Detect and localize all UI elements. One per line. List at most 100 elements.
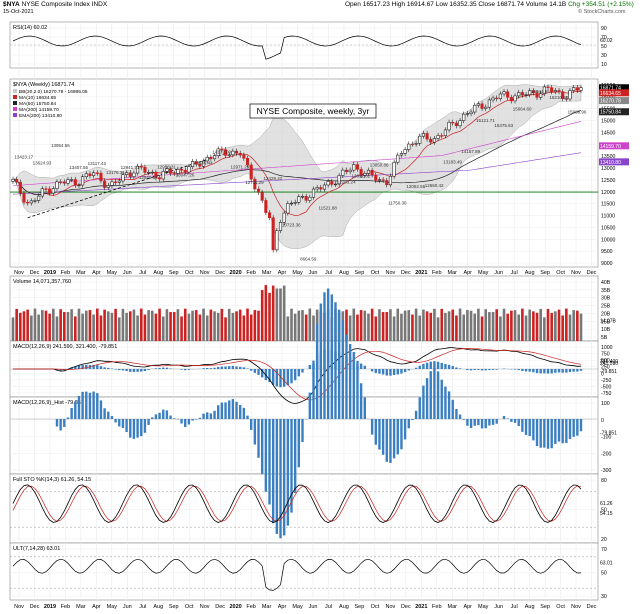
macd-histogram-bar xyxy=(99,366,103,369)
y-tick-label: 500 xyxy=(601,358,610,364)
volume-bar xyxy=(359,310,363,341)
y-tick-label: 90 xyxy=(601,26,607,32)
macd-histogram-bar xyxy=(224,366,227,369)
x-tick-label: Jun xyxy=(494,270,503,276)
x-tick-label: Aug xyxy=(339,270,349,276)
volume-bar xyxy=(41,310,44,341)
candle-body xyxy=(249,164,253,180)
hist-bar xyxy=(403,419,407,440)
volume-bar xyxy=(539,308,542,341)
volume-bar xyxy=(462,314,466,341)
price-callout: 13012.82 xyxy=(351,173,370,178)
hist-bar xyxy=(154,414,158,419)
macd-histogram-bar xyxy=(418,365,421,369)
x-tick-label: Nov xyxy=(571,270,581,276)
volume-bar xyxy=(132,309,136,341)
candle-body xyxy=(436,135,440,139)
y-tick-label: 25B xyxy=(601,304,611,310)
hist-bar xyxy=(169,415,172,419)
hist-bar xyxy=(444,386,447,419)
candle-body xyxy=(539,93,543,98)
price-value-tag xyxy=(599,108,629,116)
header-ohlc: Open 16517.23 High 16914.67 Low 16352.35… xyxy=(345,1,634,8)
macd-histogram-bar xyxy=(162,367,165,369)
hist-bar xyxy=(348,344,352,419)
hist-bar xyxy=(184,419,187,428)
candle-body xyxy=(520,92,524,96)
hist-bar xyxy=(411,419,414,421)
y-tick-label: 750 xyxy=(601,352,610,358)
hist-bar xyxy=(433,367,436,419)
x-tick-label: Apr xyxy=(278,270,287,276)
candle-body xyxy=(575,87,579,91)
candle-body xyxy=(220,148,224,150)
x-tick-label: Jun xyxy=(309,270,318,276)
annotation-box xyxy=(249,103,377,119)
candle-body xyxy=(110,181,114,186)
x-tick-label-bottom: Feb xyxy=(246,604,255,610)
candle-body xyxy=(187,166,191,173)
volume-bar xyxy=(370,308,374,341)
macd-histogram-bar xyxy=(59,369,62,371)
hist-bar xyxy=(110,416,114,419)
hist-bar xyxy=(572,419,575,437)
macd-histogram-bar xyxy=(213,367,216,369)
hist-bar xyxy=(209,413,213,419)
y-tick-label: 50 xyxy=(601,508,607,514)
macd-histogram-bar xyxy=(74,366,77,369)
y-tick-label: 11500 xyxy=(601,202,615,208)
candle-body xyxy=(561,91,565,99)
macd-histogram-bar xyxy=(55,369,59,371)
macd-histogram-bar xyxy=(407,369,410,371)
volume-bar xyxy=(275,288,279,341)
x-tick-label-bottom: May xyxy=(478,604,489,610)
ma200-line xyxy=(12,121,582,186)
hist-bar xyxy=(389,419,392,463)
annotation-text: NYSE Composite, weekly, 3yr xyxy=(257,106,370,116)
rsi-value-tag: 60.02 xyxy=(600,38,613,44)
price-callout: 12711.29 xyxy=(245,180,264,185)
macd-histogram-bar xyxy=(392,369,396,376)
volume-bar xyxy=(70,309,73,341)
volume-bar xyxy=(209,309,213,341)
price-value-tag xyxy=(599,84,629,92)
candle-body xyxy=(506,91,510,98)
volume-bar xyxy=(22,311,26,341)
y-tick-label: 10 xyxy=(601,62,607,68)
volume-bar xyxy=(220,308,224,341)
volume-bar xyxy=(414,308,418,341)
candle-body xyxy=(121,174,125,182)
hist-bar xyxy=(275,419,279,534)
volume-bar xyxy=(429,312,433,341)
y-tick-label: 80 xyxy=(601,478,607,484)
hist-bar xyxy=(477,419,480,426)
hist-bar xyxy=(557,419,561,442)
price-callout: 13145.44 xyxy=(194,161,213,166)
candle-body xyxy=(330,181,334,185)
hist-bar xyxy=(576,419,579,436)
macd-histogram-bar xyxy=(165,367,169,369)
volume-bar xyxy=(576,310,579,341)
candle-body xyxy=(300,196,305,198)
hist-bar xyxy=(136,419,139,438)
candle-body xyxy=(498,93,502,99)
volume-bar xyxy=(436,317,440,341)
y-tick-label: 100 xyxy=(601,401,610,407)
hist-bar xyxy=(425,378,429,419)
candle-body xyxy=(132,172,136,177)
candle-body xyxy=(289,202,294,205)
candle-body xyxy=(337,175,341,185)
hist-bar xyxy=(107,411,110,419)
x-tick-label-bottom: 2021 xyxy=(415,604,427,610)
volume-bar xyxy=(169,312,172,341)
macd-histogram-bar xyxy=(477,369,480,370)
y-tick-label: 11000 xyxy=(601,214,615,220)
macd-histogram-bar xyxy=(103,367,106,369)
candle-body xyxy=(114,181,118,183)
x-tick-label: Oct xyxy=(556,270,565,276)
candle-body xyxy=(180,169,184,171)
macd-value-tag: 321.400 xyxy=(600,359,618,365)
candle-body xyxy=(260,192,264,201)
candle-body xyxy=(84,173,88,178)
